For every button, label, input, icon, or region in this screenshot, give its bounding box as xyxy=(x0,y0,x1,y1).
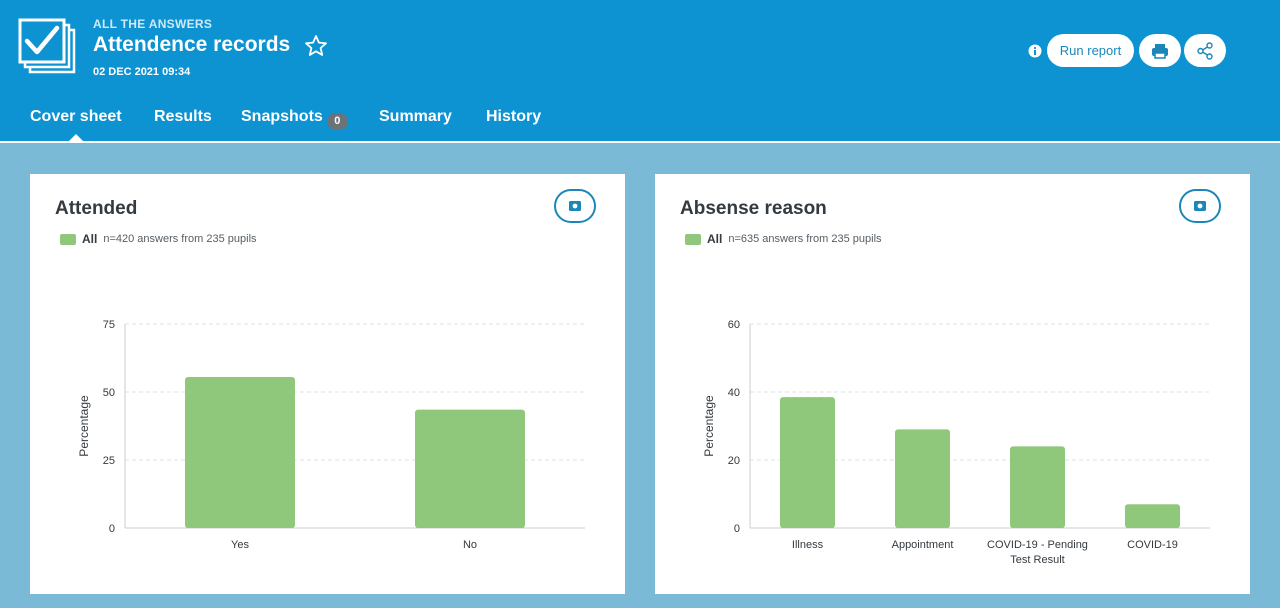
card-title: Absense reason xyxy=(680,198,827,219)
legend-sample-size: n=420 answers from 235 pupils xyxy=(103,233,257,245)
active-tab-indicator xyxy=(68,134,84,142)
app-checklist-icon xyxy=(18,18,76,74)
star-icon[interactable] xyxy=(304,34,328,58)
tab-cover-sheet[interactable]: Cover sheet xyxy=(30,108,122,125)
bar-appointment xyxy=(895,429,950,528)
y-tick-label: 40 xyxy=(728,387,740,399)
bar-illness xyxy=(780,397,835,528)
x-tick-label: Yes xyxy=(231,539,249,551)
x-tick-label: Test Result xyxy=(1010,554,1064,566)
y-axis-title: Percentage xyxy=(77,395,91,457)
snapshots-count-badge: 0 xyxy=(326,113,348,130)
page-title: Attendence records xyxy=(93,33,291,56)
x-tick-label: No xyxy=(463,539,477,551)
record-date: 02 DEC 2021 09:34 xyxy=(93,66,191,78)
tab-history[interactable]: History xyxy=(486,108,542,125)
run-report-button[interactable]: Run report xyxy=(1047,34,1134,67)
tab-snapshots[interactable]: Snapshots 0 xyxy=(241,108,348,130)
share-icon xyxy=(1197,41,1213,60)
y-tick-label: 25 xyxy=(103,455,115,467)
legend-swatch xyxy=(685,233,701,245)
legend-sample-size: n=635 answers from 235 pupils xyxy=(728,233,882,245)
tab-snapshots-label: Snapshots xyxy=(241,108,323,125)
y-axis-title: Percentage xyxy=(702,395,716,457)
x-tick-label: Illness xyxy=(792,539,824,551)
bar-covid-19 xyxy=(1125,504,1180,528)
y-tick-label: 75 xyxy=(103,319,115,331)
chart-legend: All n=635 answers from 235 pupils xyxy=(685,232,882,246)
tab-summary[interactable]: Summary xyxy=(379,108,452,125)
legend-swatch xyxy=(60,233,76,245)
chart-legend: All n=420 answers from 235 pupils xyxy=(60,232,257,246)
chart-card-attended: Attended All n=420 answers from 235 pupi… xyxy=(30,174,625,594)
bar-chart-attended: 0 25 50 75 Percentage Yes No xyxy=(77,319,585,551)
x-tick-label: COVID-19 - Pending xyxy=(987,539,1088,551)
bar-chart-absense-reason: 0 20 40 60 Percentage Illness Appointment COVID… xyxy=(702,319,1210,566)
print-button[interactable] xyxy=(1139,34,1181,67)
bar-no xyxy=(415,409,525,528)
snapshot-button[interactable] xyxy=(1179,189,1221,223)
x-tick-label: COVID-19 xyxy=(1127,539,1178,551)
y-tick-label: 0 xyxy=(734,523,740,535)
camera-icon xyxy=(569,201,581,211)
legend-series-name: All xyxy=(707,232,723,246)
y-tick-label: 0 xyxy=(109,523,115,535)
app-kicker: ALL THE ANSWERS xyxy=(93,17,213,31)
header-divider xyxy=(0,141,1280,143)
share-button[interactable] xyxy=(1184,34,1226,67)
legend-series-name: All xyxy=(82,232,98,246)
print-icon xyxy=(1152,43,1168,59)
chart-card-absense-reason: Absense reason All n=635 answers from 23… xyxy=(655,174,1250,594)
y-tick-label: 20 xyxy=(728,455,740,467)
card-title: Attended xyxy=(55,198,138,219)
camera-icon xyxy=(1194,201,1206,211)
y-tick-label: 60 xyxy=(728,319,740,331)
snapshot-button[interactable] xyxy=(554,189,596,223)
tab-results[interactable]: Results xyxy=(154,108,212,125)
x-tick-label: Appointment xyxy=(892,539,954,551)
bar-covid-19-pending-test-result xyxy=(1010,446,1065,528)
top-header xyxy=(0,0,1280,141)
bar-yes xyxy=(185,377,295,528)
y-tick-label: 50 xyxy=(103,387,115,399)
info-icon[interactable] xyxy=(1028,44,1042,58)
